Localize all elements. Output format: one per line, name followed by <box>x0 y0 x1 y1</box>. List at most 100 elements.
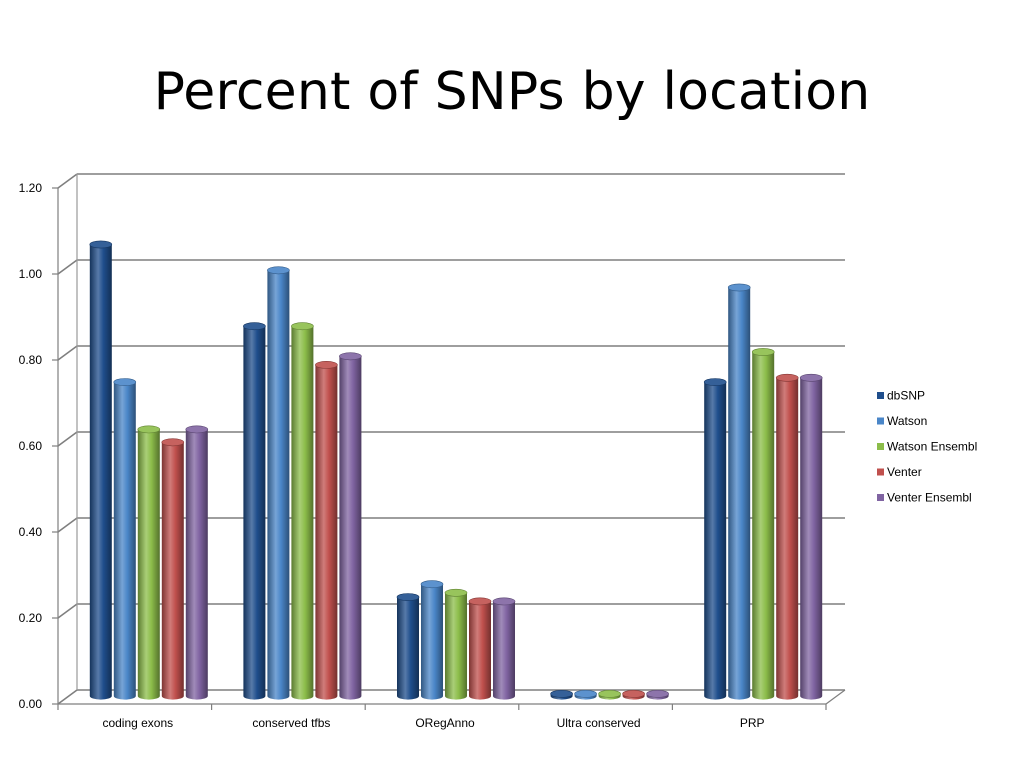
bar <box>598 689 621 700</box>
bar-body <box>728 287 751 700</box>
bar <box>799 373 823 700</box>
legend-swatch <box>877 468 884 476</box>
bar-top <box>396 593 420 601</box>
bar-top <box>622 689 645 698</box>
legend-swatch <box>877 392 884 399</box>
bar-top <box>420 580 444 589</box>
bar <box>622 689 645 700</box>
bar-body <box>704 382 727 700</box>
legend: dbSNP Watson Watson Ensembl Venter Venter En… <box>877 389 977 505</box>
gridline-side <box>57 603 78 619</box>
legend-label: Venter <box>887 465 922 479</box>
bar-top <box>137 425 161 434</box>
bar-top <box>574 689 597 698</box>
x-tick-label: Ultra conserved <box>557 716 641 730</box>
bar <box>315 360 338 700</box>
x-tick-label: PRP <box>740 716 765 730</box>
bar-body <box>267 270 290 700</box>
bar-top <box>646 689 669 698</box>
gridline-side <box>57 345 78 361</box>
axes <box>52 174 846 710</box>
bars <box>89 240 823 700</box>
gridline-side <box>57 173 78 189</box>
bar-body <box>291 326 314 700</box>
legend-item: Watson <box>877 414 927 428</box>
legend-swatch <box>877 494 884 501</box>
bar <box>339 352 362 700</box>
bar-top <box>444 588 468 597</box>
bar-body <box>185 429 208 700</box>
bar-body <box>493 601 515 700</box>
legend-label: Watson <box>887 414 927 428</box>
bar <box>113 378 137 700</box>
bar-top <box>799 373 823 382</box>
bar <box>574 689 597 700</box>
legend-label: Watson Ensembl <box>887 440 977 454</box>
bar <box>550 689 573 700</box>
bar-top <box>339 352 362 361</box>
bar-top <box>315 360 338 369</box>
gridline-side <box>57 431 78 447</box>
bar-top <box>185 425 209 434</box>
bar <box>243 322 266 700</box>
bar-body <box>421 584 443 700</box>
legend-item: Watson Ensembl <box>877 440 977 454</box>
gridline-side <box>57 259 78 275</box>
gridline-side <box>57 517 78 533</box>
bar-top <box>775 373 799 382</box>
bar <box>703 378 727 700</box>
bar-body <box>243 326 266 700</box>
bar-top <box>492 597 516 606</box>
y-tick-label: 1.00 <box>19 267 43 281</box>
y-tick-label: 0.20 <box>19 611 43 625</box>
y-tick-label: 0.40 <box>19 525 43 539</box>
bar <box>646 689 669 700</box>
legend-swatch <box>877 443 884 450</box>
bar <box>267 266 290 700</box>
legend-item: Venter <box>877 465 922 479</box>
bar-top <box>161 438 185 447</box>
y-tick-label: 0.80 <box>19 353 43 367</box>
bar-top <box>113 378 137 386</box>
bar-top <box>243 322 266 331</box>
floor-right-edge <box>825 689 846 705</box>
legend-label: dbSNP <box>887 389 925 403</box>
bar-top <box>267 266 290 275</box>
x-tick-label: ORegAnno <box>415 716 475 730</box>
bar <box>444 588 468 700</box>
bar <box>291 322 314 700</box>
bar-body <box>800 377 823 700</box>
bar <box>161 438 185 700</box>
bar-top <box>751 348 775 356</box>
bar <box>468 597 492 700</box>
bar <box>420 580 444 700</box>
gridline-side <box>57 689 78 705</box>
bar <box>727 283 751 700</box>
bar-body <box>113 382 136 700</box>
bar-body <box>397 597 419 700</box>
bar-top <box>550 689 573 698</box>
x-tick-label: conserved tfbs <box>252 716 330 730</box>
legend-item: dbSNP <box>877 389 925 403</box>
y-tick-label: 0.60 <box>19 439 43 453</box>
bar-top <box>727 283 751 292</box>
bar <box>492 597 516 700</box>
bar <box>185 425 209 700</box>
bar-body <box>752 352 775 700</box>
bar-body <box>339 356 362 700</box>
bar-top <box>468 597 492 606</box>
bar-body <box>315 364 338 700</box>
slide-title: Percent of SNPs by location <box>153 62 871 122</box>
bar-body <box>445 592 467 700</box>
bar-top <box>703 378 727 386</box>
bar-body <box>469 601 491 700</box>
bar-body <box>161 442 184 700</box>
bar <box>137 425 161 700</box>
bar-top <box>291 322 314 331</box>
x-tick-label: coding exons <box>102 716 173 730</box>
legend-label: Venter Ensembl <box>887 491 972 505</box>
bar <box>751 348 775 700</box>
y-tick-label: 1.20 <box>19 181 43 195</box>
bar <box>396 593 420 700</box>
